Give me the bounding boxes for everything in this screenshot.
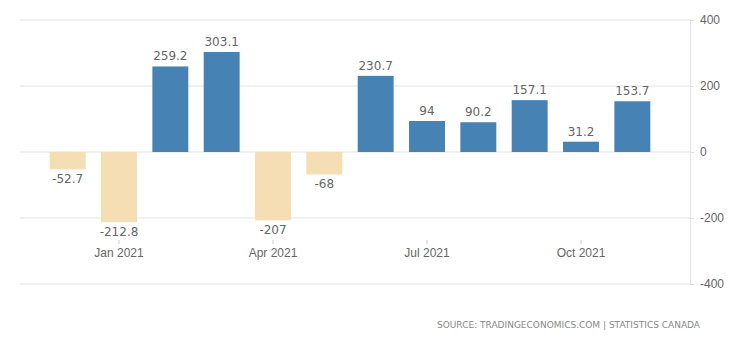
tick-mark (427, 240, 428, 244)
axis-line (691, 21, 695, 285)
bar (460, 122, 496, 152)
tick: Jan 2021 (94, 240, 144, 260)
tick-mark (119, 240, 120, 244)
data-label: -207 (259, 223, 286, 237)
tick-mark (690, 20, 694, 21)
grid-line (20, 284, 690, 285)
data-label: 31.2 (568, 125, 595, 139)
tick: 200 (690, 79, 720, 93)
data-label: 303.1 (204, 35, 238, 49)
tick: Apr 2021 (249, 240, 298, 260)
tick-label: -400 (700, 277, 724, 291)
data-label: 157.1 (512, 83, 546, 97)
tick: -200 (690, 211, 724, 225)
tick-label: -200 (700, 211, 724, 225)
x-axis: Jan 2021 Apr 2021 Jul 2021 Oct 2021 (94, 240, 605, 260)
bar (50, 152, 86, 169)
y-axis: -400 -200 0 200 400 (690, 13, 724, 291)
data-label: -68 (315, 177, 335, 191)
data-label: 153.7 (615, 84, 649, 98)
grid-line (20, 20, 690, 21)
tick-mark (690, 152, 694, 153)
tick: 0 (690, 145, 707, 159)
bar (152, 66, 188, 152)
bar (614, 101, 650, 152)
tick: -400 (690, 277, 724, 291)
data-label: 94 (419, 104, 434, 118)
tick-mark (581, 240, 582, 244)
tick-label: 200 (700, 79, 720, 93)
tick: Jul 2021 (404, 240, 450, 260)
tick: 400 (690, 13, 720, 27)
tick-mark (273, 240, 274, 244)
bar (409, 121, 445, 152)
source: SOURCE: TRADINGECONOMICS.COM | STATISTIC… (437, 320, 701, 330)
data-labels: -52.7 -212.8 259.2 303.1 -207 -68 230.7 94 90.2 1… (52, 35, 649, 239)
data-label: 230.7 (358, 59, 392, 73)
tick-label: 0 (700, 145, 707, 159)
tick-label: Oct 2021 (557, 246, 606, 260)
bars (50, 52, 651, 222)
tick: Oct 2021 (557, 240, 606, 260)
bar (204, 52, 240, 152)
bar (306, 152, 342, 174)
chart: -400 -200 0 200 400 Jan 2021 Apr 2021 Jul 2021 O… (0, 0, 730, 340)
tick-label: Jan 2021 (94, 246, 144, 260)
grid (20, 20, 690, 284)
data-label: -52.7 (52, 172, 83, 186)
bar (512, 100, 548, 152)
tick-label: Apr 2021 (249, 246, 298, 260)
tick-mark (690, 86, 694, 87)
tick-label: 400 (700, 13, 720, 27)
data-label: 259.2 (153, 49, 187, 63)
tick-mark (690, 284, 694, 285)
bar (563, 142, 599, 152)
data-label: 90.2 (465, 105, 492, 119)
tick-mark (690, 218, 694, 219)
bar (101, 152, 137, 222)
tick-label: Jul 2021 (404, 246, 450, 260)
bar (255, 152, 291, 220)
data-label: -212.8 (100, 225, 139, 239)
grid-line (20, 86, 690, 87)
bar (358, 76, 394, 152)
